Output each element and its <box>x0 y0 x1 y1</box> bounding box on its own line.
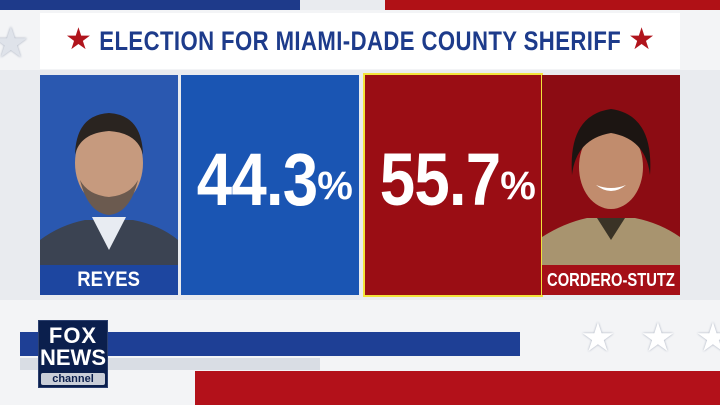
person-silhouette-icon <box>542 75 680 265</box>
candidate-name: CORDERO-STUTZ <box>547 269 675 290</box>
candidate-photo-reyes: REYES <box>40 75 178 295</box>
candidate-photo-cordero-stutz: CORDERO-STUTZ <box>542 75 680 295</box>
star-icon: ★ <box>628 23 655 56</box>
percent-sign: % <box>317 164 353 208</box>
star-icon: ★ <box>0 19 30 66</box>
star-icon: ★ <box>580 316 616 360</box>
candidate-name-plate: CORDERO-STUTZ <box>542 265 680 295</box>
candidate-name-plate: REYES <box>40 265 178 295</box>
star-icon: ★ <box>695 316 720 360</box>
person-silhouette-icon <box>40 75 178 265</box>
title-banner: ★ ELECTION FOR MIAMI-DADE COUNTY SHERIFF… <box>40 13 680 69</box>
percent-value: 55.7 <box>379 138 501 221</box>
vote-percentage: 44.3% <box>181 137 359 222</box>
star-icon: ★ <box>65 23 92 56</box>
percent-sign: % <box>500 164 536 208</box>
logo-line-news: NEWS <box>40 345 106 370</box>
logo-line-channel: channel <box>41 373 105 385</box>
percent-value: 44.3 <box>196 138 318 221</box>
top-red-strip <box>385 0 720 10</box>
candidate-name: REYES <box>77 268 141 291</box>
vote-share-reyes: 44.3% <box>181 75 359 295</box>
vote-percentage: 55.7% <box>365 137 541 222</box>
top-blue-strip <box>0 0 300 10</box>
fox-news-logo: FOX NEWS channel <box>38 320 108 388</box>
vote-share-cordero-stutz: 55.7% <box>363 73 543 297</box>
bottom-red-bar <box>195 371 720 405</box>
page-title: ELECTION FOR MIAMI-DADE COUNTY SHERIFF <box>99 25 621 56</box>
star-icon: ★ <box>640 316 676 360</box>
logo-line-fox: FOX <box>48 323 98 348</box>
